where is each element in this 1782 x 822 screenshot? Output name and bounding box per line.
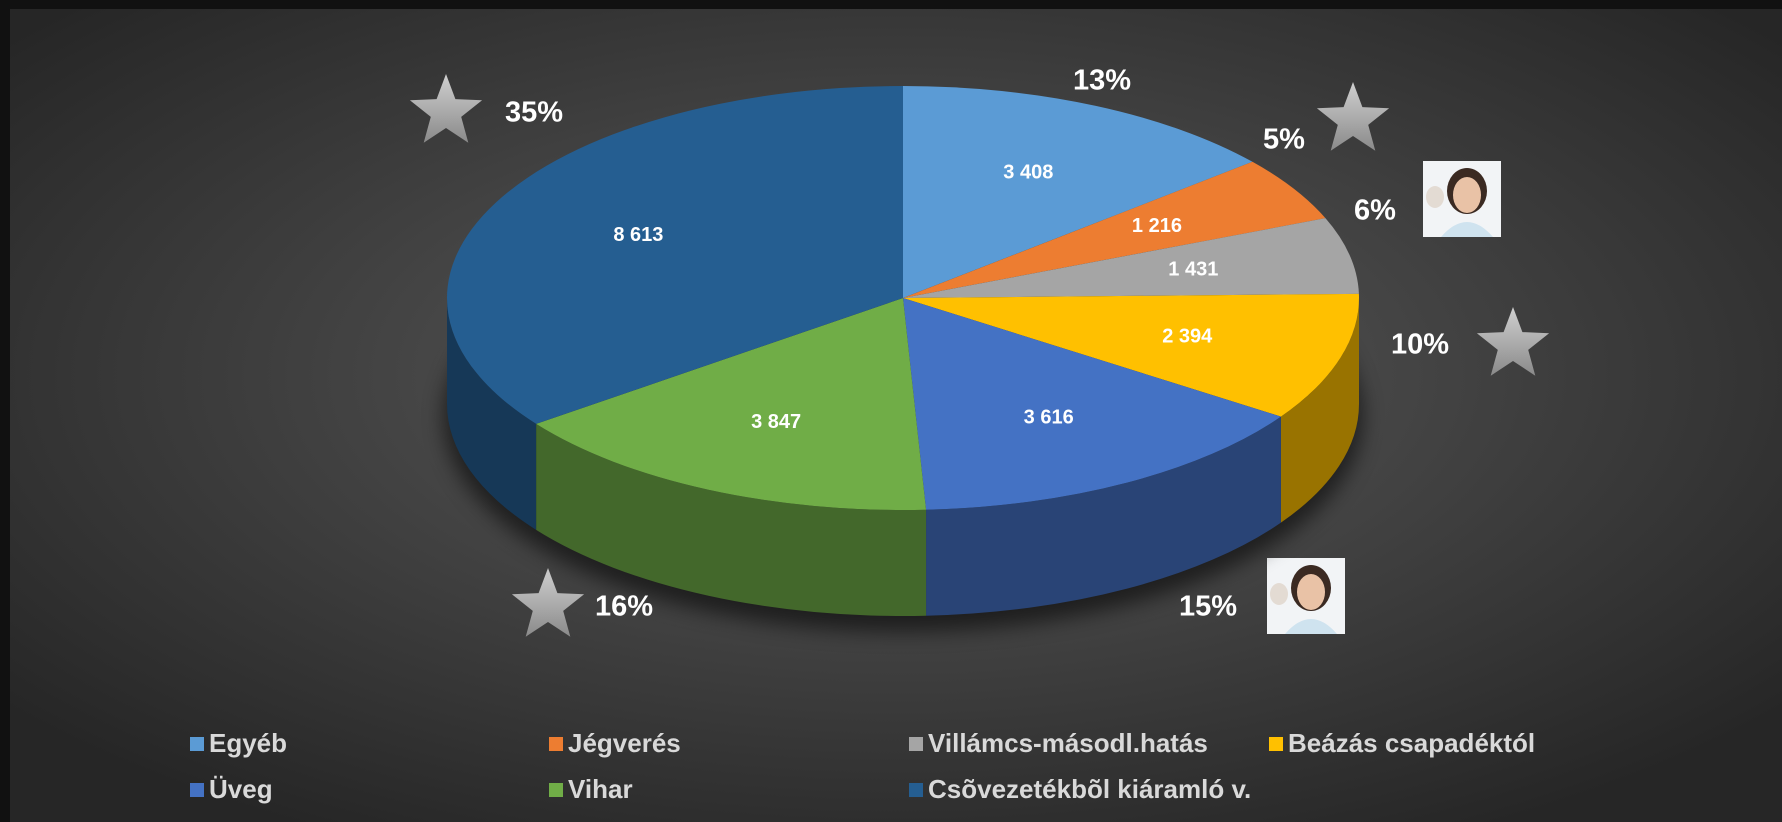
percent-label: 15% bbox=[1179, 591, 1237, 623]
slice bbox=[903, 293, 1359, 417]
avatar-face bbox=[1297, 574, 1325, 610]
legend-swatch bbox=[549, 737, 563, 751]
decorations bbox=[409, 74, 1550, 637]
legend-swatch bbox=[190, 737, 204, 751]
star-icon bbox=[1476, 307, 1550, 376]
legend-swatch bbox=[549, 783, 563, 797]
legend-label: Villámcs-másodl.hatás bbox=[928, 728, 1208, 758]
legend-swatch bbox=[909, 737, 923, 751]
slice bbox=[903, 161, 1326, 298]
legend-label: Üveg bbox=[209, 774, 273, 804]
star-icon bbox=[1316, 82, 1390, 151]
percent-label: 16% bbox=[595, 591, 653, 623]
slice-side bbox=[447, 298, 537, 530]
percent-label: 13% bbox=[1073, 65, 1131, 97]
slice-side bbox=[926, 416, 1281, 616]
legend-label: Egyéb bbox=[209, 728, 287, 758]
avatar-body bbox=[1285, 619, 1337, 634]
value-label: 3 616 bbox=[1024, 406, 1074, 428]
value-label: 1 216 bbox=[1132, 215, 1182, 237]
value-label: 8 613 bbox=[613, 224, 663, 246]
legend-label: Jégverés bbox=[568, 728, 681, 758]
percent-label: 5% bbox=[1263, 124, 1305, 156]
avatar-bg-person bbox=[1426, 186, 1444, 208]
pie bbox=[443, 86, 1363, 632]
legend-label: Csõvezetékbõl kiáramló v. bbox=[928, 774, 1251, 804]
star-icon bbox=[409, 74, 483, 143]
percent-label: 6% bbox=[1354, 195, 1396, 227]
slice bbox=[447, 86, 903, 424]
percent-label: 35% bbox=[505, 97, 563, 129]
slice bbox=[903, 86, 1253, 298]
avatar-face bbox=[1453, 177, 1481, 213]
avatar-bg-person bbox=[1270, 583, 1288, 605]
value-label: 1 431 bbox=[1168, 259, 1218, 281]
value-label: 3 847 bbox=[751, 411, 801, 433]
legend-label: Vihar bbox=[568, 774, 633, 804]
value-label: 2 394 bbox=[1162, 325, 1213, 347]
legend-swatch bbox=[1269, 737, 1283, 751]
slice bbox=[903, 218, 1359, 298]
value-label: 3 408 bbox=[1003, 161, 1053, 183]
star-icon bbox=[511, 568, 585, 637]
legend-label: Beázás csapadéktól bbox=[1288, 728, 1535, 758]
avatar-body bbox=[1441, 222, 1493, 237]
slice-side bbox=[1280, 298, 1359, 523]
slice bbox=[903, 298, 1281, 510]
percent-label: 10% bbox=[1391, 329, 1449, 361]
slice bbox=[536, 298, 927, 510]
slice-side bbox=[536, 423, 927, 616]
labels: 3 408 1 216 1 431 2 394 3 616 3 847 8 613 13% 5%… bbox=[505, 65, 1449, 623]
legend-swatch bbox=[909, 783, 923, 797]
legend-swatch bbox=[190, 783, 204, 797]
legend: Egyéb Jégverés Villámcs-másodl.hatás Beázás… bbox=[190, 728, 1535, 804]
